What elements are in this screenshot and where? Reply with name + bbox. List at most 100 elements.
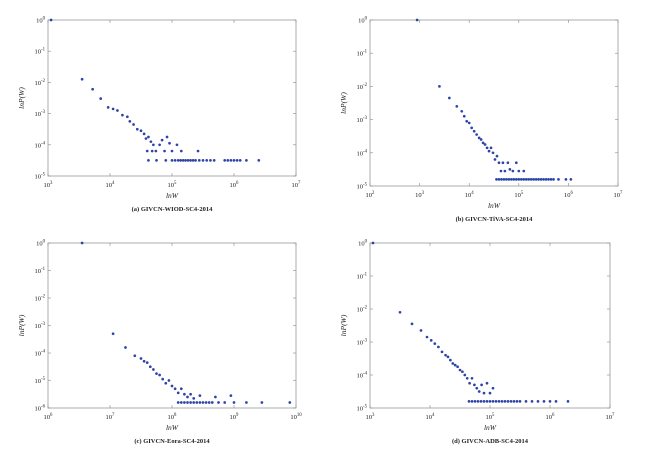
panel-a: 103 104 105 106 107 10-5 10-4 10-3 10-2 10-1 100 ln… — [17, 17, 301, 214]
panel-d-data-point — [500, 400, 504, 403]
panel-d-data-point — [480, 383, 483, 387]
panel-c-data-point — [229, 394, 233, 397]
panel-a-data-point — [154, 149, 158, 153]
panel-c-data-point — [164, 381, 168, 385]
panel-c-data-point — [170, 384, 174, 388]
panel-d-data-point — [566, 400, 570, 403]
panel-b-data-point — [493, 158, 497, 161]
panel-b-data-point — [491, 151, 495, 155]
panel-d-data-point — [433, 342, 437, 345]
panel-c-data-point — [192, 397, 196, 400]
panel-a-data-point — [80, 77, 84, 81]
panel-d-data-point — [542, 400, 546, 403]
panel-b-data-point — [524, 178, 528, 181]
panel-a-x-tick-label: 105 — [168, 181, 178, 189]
panel-d-data-point — [453, 363, 457, 367]
panel-b-data-point — [481, 141, 485, 145]
panel-b-data-point — [495, 178, 498, 181]
panel-a-data-point — [147, 135, 150, 139]
panel-a-data-point — [170, 159, 174, 162]
panel-c-data-point — [189, 401, 192, 404]
panel-b-y-tick-label: 10-5 — [357, 183, 368, 191]
panel-b-x-tick-label: 104 — [465, 191, 475, 199]
panel-b-data-point — [501, 161, 505, 165]
panel-a-y-tick-label: 10-3 — [35, 110, 46, 118]
panel-c-data-point — [176, 401, 180, 404]
panel-d-data-point — [470, 376, 474, 380]
panel-c-data-point — [245, 401, 248, 404]
panel-b-data-point — [483, 143, 487, 146]
panel-b-data-point — [506, 161, 510, 165]
panel-a-data-point — [191, 159, 195, 162]
panel-c-data-point — [179, 387, 183, 391]
panel-d-y-tick-label: 10-1 — [357, 273, 368, 281]
panel-b-data-point — [475, 133, 478, 136]
panel-a-data-point — [189, 159, 192, 162]
panel-b-data-point — [508, 168, 512, 171]
panel-d-data-point — [512, 400, 516, 403]
panel-b-data-point — [539, 178, 543, 181]
panel-c-data-point — [223, 401, 227, 404]
panel-a-data-point — [150, 149, 154, 153]
panel-b-data-point — [549, 178, 553, 181]
panel-b-data-point — [470, 126, 474, 130]
panel-c-x-tick-label: 1010 — [290, 413, 302, 421]
panel-c-plot-area — [47, 242, 297, 409]
panel-c-data-point — [288, 401, 292, 404]
panel-b-data-point — [569, 178, 573, 181]
panel-c-x-tick-label: 106 — [44, 413, 54, 421]
panel-a-data-point — [176, 159, 180, 162]
panel-b-data-point — [552, 178, 555, 181]
panel-a-plot-area — [47, 19, 297, 177]
panel-a-data-point — [106, 106, 110, 109]
panel-d-data-point — [458, 368, 462, 372]
panel-c-caption: (c) GIVCN-Eora-SC4-2014 — [134, 438, 210, 445]
panel-a-data-point — [99, 97, 103, 100]
panel-a-data-point — [186, 159, 190, 162]
panel-a-data-point — [116, 109, 119, 112]
panel-d-x-tick-label: 107 — [606, 413, 616, 421]
panel-d-y-axis-label: lnP(W) — [339, 314, 348, 336]
panel-b-data-point — [507, 178, 511, 181]
panel-c-y-tick-label: 100 — [36, 240, 46, 248]
panel-c-data-point — [186, 401, 189, 404]
panel-d-data-point — [410, 322, 414, 326]
panel-a-data-point — [257, 159, 261, 162]
panel-b-data-point — [512, 178, 516, 181]
panel-b-data-point — [514, 178, 518, 181]
panel-b-data-point — [537, 178, 540, 181]
panel-b-data-point — [495, 154, 499, 158]
panel-d-data-point — [494, 400, 498, 403]
panel-c-data-point — [195, 401, 199, 404]
panel-a-y-tick-label: 10-2 — [35, 79, 46, 87]
panel-a-data-point — [149, 140, 153, 144]
panel-d-data-point — [506, 400, 510, 403]
panel-b-data-point — [522, 169, 526, 173]
panel-b-data-point — [527, 178, 531, 181]
panel-d-data-point — [437, 345, 440, 349]
panel-c-data-point — [155, 372, 158, 375]
panel-d-data-point — [497, 400, 501, 403]
panel-c-data-point — [142, 359, 146, 363]
panel-c-data-point — [179, 401, 183, 404]
panel-a-data-point — [212, 159, 216, 162]
panel-a-data-point — [226, 159, 230, 162]
panel-a-data-point — [205, 159, 209, 162]
panel-d-y-tick-label: 100 — [358, 240, 368, 248]
panel-c-y-tick-label: 10-6 — [35, 405, 46, 413]
panel-d-data-point — [444, 353, 447, 357]
panel-a-x-tick-label: 107 — [292, 181, 302, 189]
panel-c-data-point — [176, 391, 180, 395]
panel-d-x-axis-label: lnW — [484, 423, 497, 432]
panel-c-data-point — [204, 401, 208, 404]
panel-d-data-point — [509, 400, 513, 403]
panel-d-y-tick-label: 10-3 — [357, 339, 368, 347]
panel-c-data-point — [133, 354, 137, 358]
panel-b-data-point — [542, 178, 545, 181]
panel-d-data-point — [429, 339, 433, 342]
panel-d-data-point — [488, 400, 492, 403]
panel-d-data-point — [451, 362, 455, 365]
panel-a-data-point — [170, 149, 174, 153]
panel-a-data-point — [121, 113, 124, 117]
panel-b-data-point — [517, 169, 521, 173]
